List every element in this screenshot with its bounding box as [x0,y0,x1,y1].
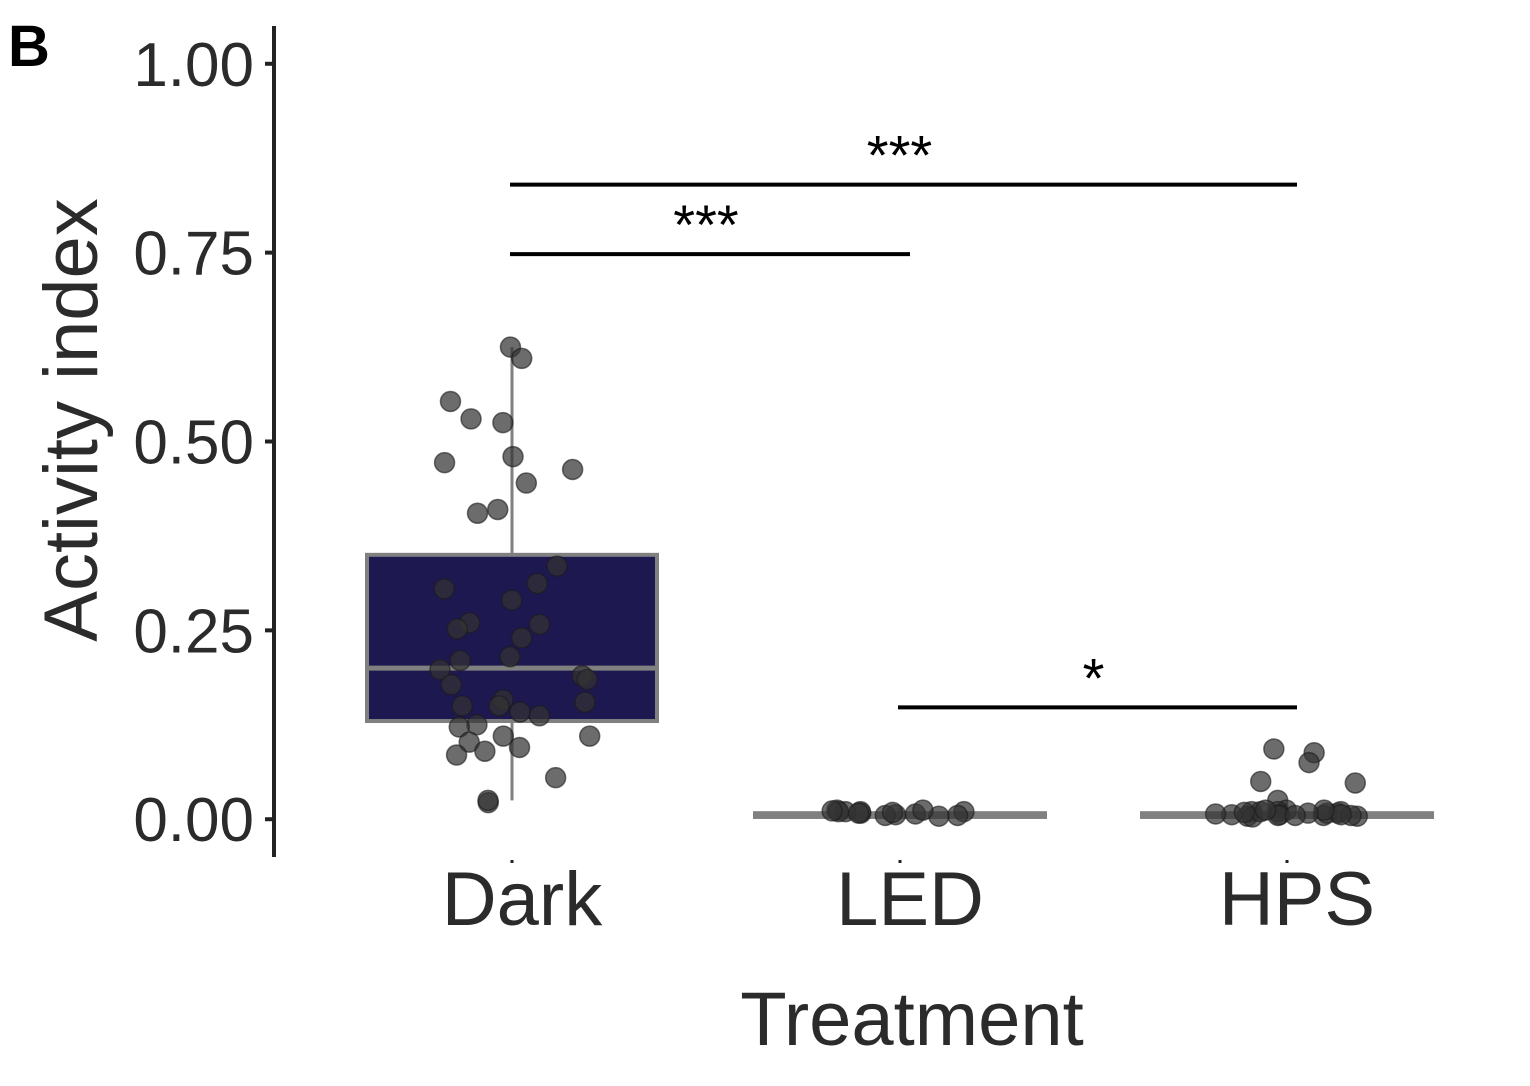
data-point [526,572,548,595]
data-point [499,646,521,668]
panel-label: B [8,14,50,79]
significance-label: *** [673,193,738,256]
data-point [912,799,934,821]
data-point [546,555,568,577]
data-point [510,627,533,649]
data-point [492,725,515,747]
data-point [528,704,551,727]
data-point [439,390,462,413]
data-point [1254,799,1277,821]
data-point [501,589,523,611]
data-point [486,498,509,521]
data-point [510,347,533,370]
significance-label: * [1083,646,1105,709]
data-point [847,802,870,824]
x-axis-title: Treatment [740,977,1084,1062]
data-point [578,725,601,747]
data-point [429,658,451,681]
data-point [508,736,531,759]
data-point [466,502,489,525]
data-point [1249,770,1272,793]
data-point [474,740,496,762]
data-point [528,613,551,636]
data-point [821,800,843,822]
data-point [946,804,969,827]
data-point [445,744,468,766]
significance-annotations: ******* [510,124,1297,710]
data-point [433,451,456,474]
data-point [477,789,499,812]
data-point [574,691,596,713]
data-point [440,674,463,696]
data-point [492,411,514,434]
data-point [1298,751,1320,774]
data-point [1284,804,1306,827]
data-point [448,716,471,738]
data-point [1344,772,1367,794]
x-tick-label: LED [836,857,984,942]
data-point [1204,803,1227,825]
x-tick-label: Dark [442,857,603,942]
data-point [502,445,524,468]
y-tick-label: 0.25 [133,597,254,666]
data-point [451,695,474,717]
point-group [429,336,1369,828]
y-axis-title: Activity index [29,198,114,642]
data-point [488,695,510,717]
x-axis: Dark LED HPS [442,857,1375,942]
data-point [449,649,471,672]
x-tick-label: HPS [1219,857,1375,942]
data-point [515,472,538,494]
data-point [1233,801,1256,824]
y-tick-label: 0.75 [133,220,254,289]
data-point [576,668,598,691]
y-tick-label: 0.50 [133,409,254,478]
y-tick-label: 0.00 [133,786,254,855]
y-tick-label: 1.00 [133,31,254,100]
data-point [544,766,567,789]
data-point [561,458,584,481]
significance-label: *** [867,124,932,187]
data-point [460,408,482,430]
data-point [433,578,456,600]
y-axis: 0.00 0.25 0.50 0.75 1.00 [133,26,276,857]
data-point [446,618,469,640]
data-point [509,701,531,723]
data-point [1263,738,1285,760]
data-point [881,801,904,824]
